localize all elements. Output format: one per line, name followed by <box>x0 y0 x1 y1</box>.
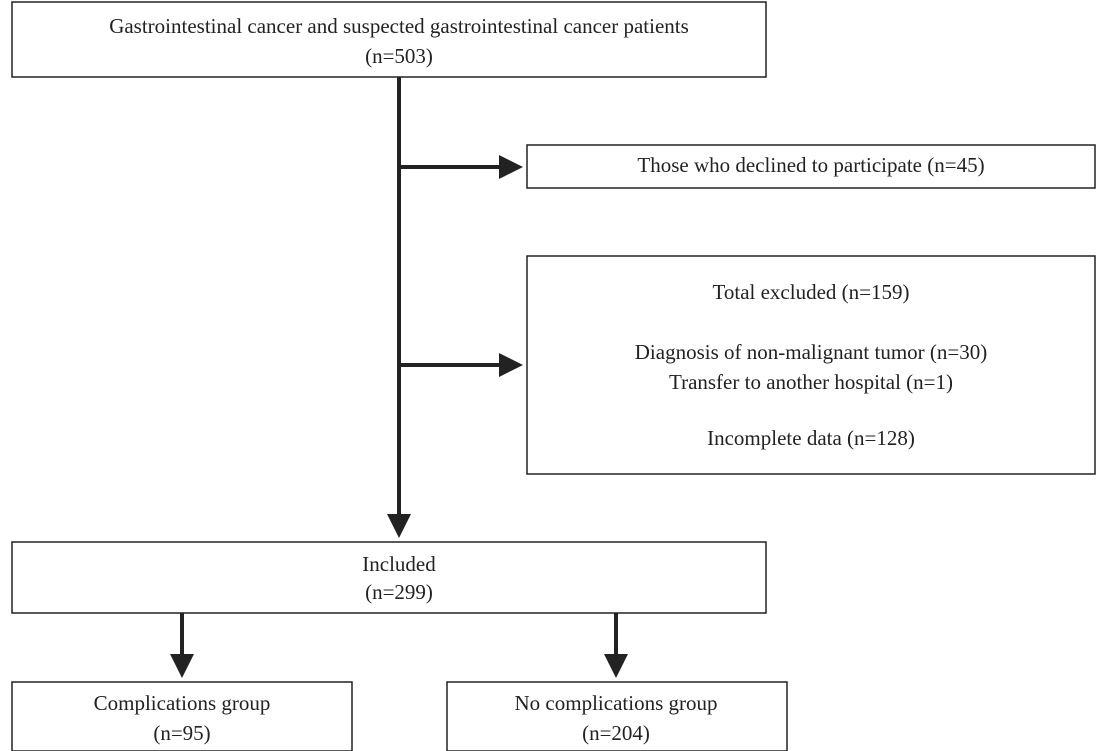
node-text: (n=299) <box>365 580 433 604</box>
node-text: Those who declined to participate (n=45) <box>637 153 984 177</box>
node-text: No complications group <box>515 691 718 715</box>
node-text: (n=95) <box>153 721 210 745</box>
node-text: (n=503) <box>365 44 433 68</box>
node-text: Gastrointestinal cancer and suspected ga… <box>109 14 689 38</box>
box-declined <box>526 144 1096 189</box>
node-text: Complications group <box>94 691 271 715</box>
node-text: Transfer to another hospital (n=1) <box>669 370 953 394</box>
box-excluded <box>526 255 1096 475</box>
node-text: (n=204) <box>582 721 650 745</box>
node-text: Included <box>362 552 436 576</box>
box-included <box>11 541 767 614</box>
box-start <box>11 1 767 78</box>
node-text: Diagnosis of non-malignant tumor (n=30) <box>635 340 987 364</box>
node-text: Incomplete data (n=128) <box>707 426 915 450</box>
box-complications <box>11 681 353 751</box>
box-no-complications <box>446 681 788 751</box>
node-text: Total excluded (n=159) <box>713 280 910 304</box>
